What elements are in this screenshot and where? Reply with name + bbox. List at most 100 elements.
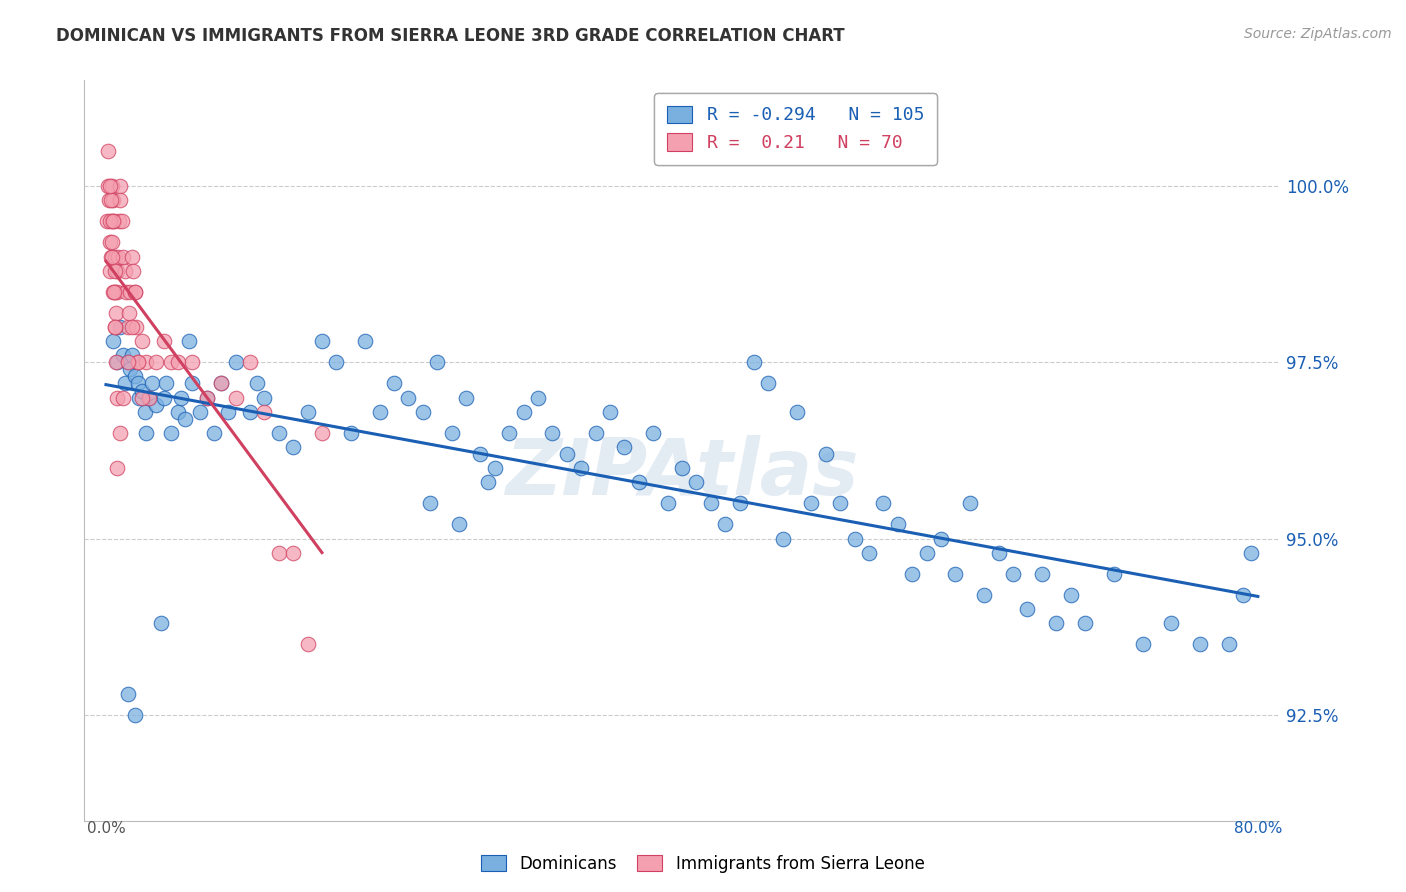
Point bbox=[121, 250, 143, 264]
Point bbox=[297, 637, 319, 651]
Point bbox=[728, 496, 751, 510]
Point bbox=[426, 355, 449, 369]
Point bbox=[152, 391, 174, 405]
Legend: R = -0.294   N = 105, R =  0.21   N = 70: R = -0.294 N = 105, R = 0.21 N = 70 bbox=[654, 93, 936, 165]
Point bbox=[225, 355, 247, 369]
Point bbox=[101, 193, 124, 207]
Point bbox=[105, 285, 128, 299]
Point bbox=[118, 306, 141, 320]
Point bbox=[98, 179, 121, 194]
Point bbox=[107, 250, 129, 264]
Point bbox=[145, 398, 167, 412]
Point bbox=[170, 391, 193, 405]
Point bbox=[1218, 637, 1240, 651]
Point bbox=[97, 193, 120, 207]
Point bbox=[117, 355, 139, 369]
Point bbox=[98, 214, 121, 228]
Point bbox=[181, 355, 204, 369]
Point bbox=[225, 391, 247, 405]
Point bbox=[756, 376, 779, 391]
Point bbox=[239, 405, 262, 419]
Point bbox=[104, 320, 127, 334]
Point bbox=[181, 376, 204, 391]
Point bbox=[477, 475, 499, 490]
Point bbox=[987, 546, 1010, 560]
Point bbox=[96, 214, 118, 228]
Point bbox=[412, 405, 434, 419]
Point bbox=[114, 263, 136, 277]
Point bbox=[103, 285, 125, 299]
Point bbox=[569, 461, 592, 475]
Point bbox=[945, 566, 967, 581]
Legend: Dominicans, Immigrants from Sierra Leone: Dominicans, Immigrants from Sierra Leone bbox=[475, 848, 931, 880]
Point bbox=[128, 391, 150, 405]
Point bbox=[108, 179, 131, 194]
Point bbox=[125, 320, 148, 334]
Point bbox=[98, 263, 121, 277]
Point bbox=[98, 235, 121, 250]
Point bbox=[311, 425, 333, 440]
Point bbox=[105, 306, 128, 320]
Point bbox=[112, 391, 135, 405]
Point bbox=[512, 405, 534, 419]
Point bbox=[281, 440, 304, 454]
Point bbox=[97, 144, 120, 158]
Point bbox=[107, 461, 129, 475]
Point bbox=[470, 447, 492, 461]
Point bbox=[311, 334, 333, 348]
Point bbox=[1060, 588, 1083, 602]
Point bbox=[267, 425, 290, 440]
Point bbox=[112, 250, 135, 264]
Point bbox=[131, 384, 153, 398]
Point bbox=[145, 355, 167, 369]
Point bbox=[382, 376, 405, 391]
Point bbox=[122, 263, 145, 277]
Point bbox=[120, 285, 142, 299]
Point bbox=[97, 179, 120, 194]
Point bbox=[447, 517, 470, 532]
Point bbox=[114, 376, 136, 391]
Point bbox=[107, 355, 129, 369]
Point bbox=[104, 285, 127, 299]
Point bbox=[110, 320, 132, 334]
Point bbox=[100, 250, 122, 264]
Point bbox=[440, 425, 463, 440]
Point bbox=[396, 391, 419, 405]
Point bbox=[209, 376, 232, 391]
Point bbox=[167, 355, 190, 369]
Point bbox=[1160, 616, 1182, 631]
Point bbox=[267, 546, 290, 560]
Point bbox=[368, 405, 391, 419]
Point bbox=[627, 475, 650, 490]
Point bbox=[111, 214, 134, 228]
Point bbox=[484, 461, 506, 475]
Point bbox=[149, 616, 172, 631]
Point bbox=[599, 405, 621, 419]
Point bbox=[141, 376, 163, 391]
Point bbox=[1002, 566, 1025, 581]
Point bbox=[714, 517, 737, 532]
Point bbox=[901, 566, 924, 581]
Point bbox=[100, 250, 122, 264]
Point bbox=[117, 320, 139, 334]
Point bbox=[209, 376, 232, 391]
Point bbox=[108, 214, 131, 228]
Point bbox=[104, 263, 127, 277]
Point bbox=[786, 405, 808, 419]
Point bbox=[159, 355, 181, 369]
Point bbox=[699, 496, 721, 510]
Point bbox=[858, 546, 880, 560]
Point bbox=[929, 532, 952, 546]
Point bbox=[188, 405, 211, 419]
Point bbox=[179, 334, 201, 348]
Point bbox=[103, 214, 125, 228]
Point bbox=[101, 334, 124, 348]
Point bbox=[657, 496, 679, 510]
Point bbox=[772, 532, 794, 546]
Point bbox=[174, 411, 197, 425]
Point bbox=[541, 425, 564, 440]
Point bbox=[217, 405, 239, 419]
Point bbox=[131, 391, 153, 405]
Point bbox=[100, 214, 122, 228]
Point bbox=[117, 687, 139, 701]
